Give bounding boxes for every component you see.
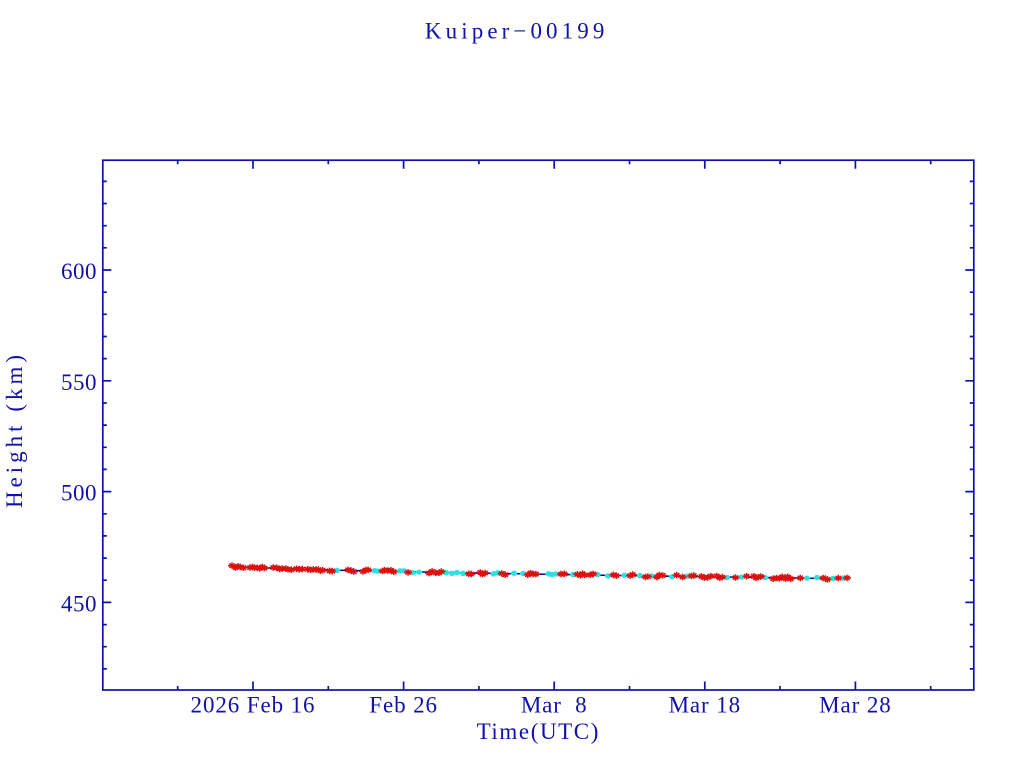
svg-text:Feb 26: Feb 26: [369, 693, 438, 718]
svg-text:600: 600: [61, 259, 97, 284]
svg-text:2026 Feb 16: 2026 Feb 16: [191, 693, 316, 718]
svg-text:500: 500: [61, 481, 97, 506]
svg-text:450: 450: [61, 591, 97, 616]
svg-text:Height (km): Height (km): [2, 351, 27, 508]
svg-text:Mar 8: Mar 8: [521, 693, 588, 718]
svg-text:Time(UTC): Time(UTC): [477, 719, 600, 744]
svg-text:Mar 18: Mar 18: [669, 693, 741, 718]
svg-text:Kuiper−00199: Kuiper−00199: [425, 18, 609, 43]
svg-text:Mar 28: Mar 28: [819, 693, 891, 718]
svg-text:550: 550: [61, 370, 97, 395]
